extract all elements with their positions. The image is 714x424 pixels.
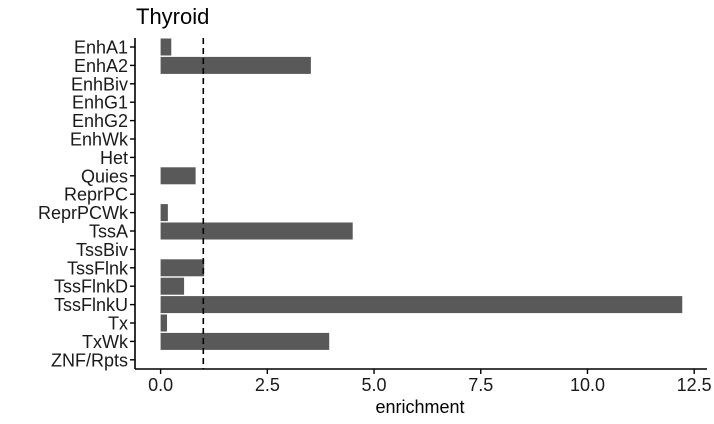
bar-txwk xyxy=(160,332,330,350)
y-tick-label: Het xyxy=(100,148,128,168)
bar-quies xyxy=(160,167,196,185)
y-tick-label: EnhG1 xyxy=(72,93,128,113)
bar-tx xyxy=(160,314,168,332)
y-tick-label: TssA xyxy=(89,222,128,242)
bar-enha2 xyxy=(160,56,311,74)
bar-tssflnkd xyxy=(160,277,185,295)
y-tick-label: Tx xyxy=(108,314,128,334)
y-tick-label: ReprPCWk xyxy=(38,203,129,223)
bar-enha1 xyxy=(160,38,172,56)
y-tick-label: EnhBiv xyxy=(71,74,128,94)
x-tick-label: 7.5 xyxy=(468,375,493,395)
x-tick-label: 2.5 xyxy=(255,375,280,395)
y-tick-label: EnhG2 xyxy=(72,111,128,131)
y-tick-label: TssFlnk xyxy=(67,258,129,278)
chart-title: Thyroid xyxy=(136,4,209,29)
x-tick-label: 0.0 xyxy=(148,375,173,395)
y-tick-label: Quies xyxy=(81,166,128,186)
x-axis-title: enrichment xyxy=(375,397,464,417)
bars-group xyxy=(160,38,683,350)
x-ticks: 0.0 2.5 5.0 7.5 10.0 12.5 xyxy=(148,369,712,395)
bar-reprpcwk xyxy=(160,204,168,222)
y-tick-label: ReprPC xyxy=(64,185,128,205)
y-tick-labels: EnhA1EnhA2EnhBivEnhG1EnhG2EnhWkHetQuiesR… xyxy=(38,38,135,370)
y-tick-label: EnhA2 xyxy=(74,56,128,76)
y-tick-label: ZNF/Rpts xyxy=(51,350,128,370)
y-tick-label: TssFlnkU xyxy=(54,295,128,315)
bar-tssa xyxy=(160,222,353,240)
x-tick-label: 12.5 xyxy=(677,375,712,395)
x-tick-label: 10.0 xyxy=(570,375,605,395)
y-tick-label: TssBiv xyxy=(76,240,128,260)
y-tick-label: EnhWk xyxy=(70,130,129,150)
x-tick-label: 5.0 xyxy=(362,375,387,395)
y-tick-label: TxWk xyxy=(82,332,129,352)
y-tick-label: EnhA1 xyxy=(74,38,128,58)
y-tick-label: TssFlnkD xyxy=(54,277,128,297)
bar-tssflnku xyxy=(160,296,683,314)
bar-tssflnk xyxy=(160,259,205,277)
